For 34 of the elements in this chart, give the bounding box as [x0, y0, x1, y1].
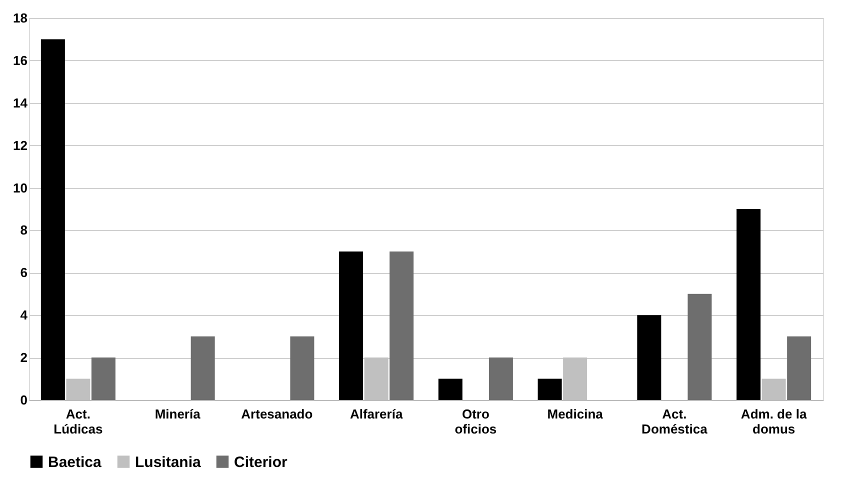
bar [40, 39, 65, 400]
y-tick-label: 0 [20, 392, 28, 408]
bar [91, 358, 116, 400]
bar [538, 378, 562, 400]
x-tick-label: Adm. de la domus [740, 406, 808, 436]
bar [438, 378, 462, 400]
x-tick-label: Medicina [547, 406, 604, 422]
y-tick-label: 12 [13, 138, 28, 153]
y-tick-label: 6 [20, 265, 28, 280]
bar [688, 294, 712, 400]
x-tick-label: Act. Lúdicas [54, 406, 103, 436]
bar [488, 358, 513, 400]
bar [190, 336, 215, 400]
y-tick-label: 18 [13, 10, 28, 26]
bar [339, 251, 364, 400]
y-tick-label: 2 [20, 350, 28, 366]
bar [787, 336, 812, 400]
y-tick-label: 4 [20, 308, 28, 323]
legend-label: Baetica [48, 454, 102, 471]
y-tick-label: 10 [13, 180, 28, 196]
legend-label: Lusitania [135, 454, 202, 471]
x-tick-label: Otro oficios [454, 406, 497, 436]
legend-label: Citerior [234, 454, 288, 471]
bar [390, 251, 414, 400]
y-tick-label: 16 [13, 52, 28, 68]
bar [290, 336, 314, 400]
x-tick-label: Minería [154, 406, 202, 422]
x-tick-label: Alfarería [350, 406, 404, 422]
x-tick-label: Artesanado [241, 406, 313, 422]
bar [736, 209, 761, 400]
bar [637, 315, 662, 400]
y-tick-label: 8 [20, 222, 28, 238]
x-tick-label: Act. Doméstica [642, 406, 708, 436]
y-tick-label: 14 [13, 95, 28, 110]
